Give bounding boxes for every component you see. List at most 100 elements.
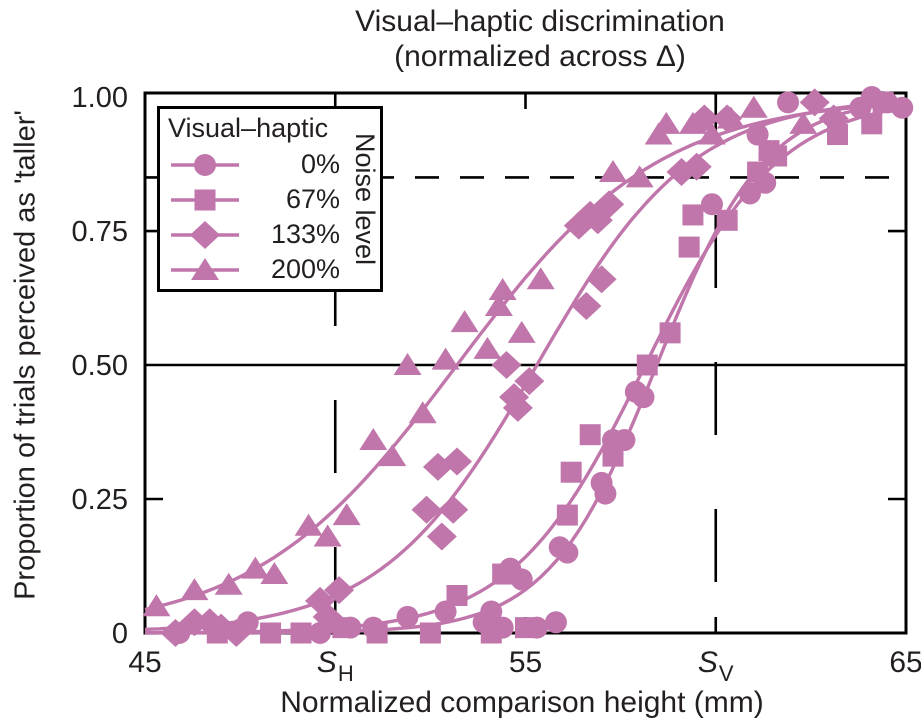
data-point-triangle <box>191 257 219 280</box>
data-point-triangle <box>716 106 745 129</box>
data-point-square <box>678 236 700 258</box>
data-point-triangle <box>507 320 536 343</box>
data-point-square <box>872 91 894 113</box>
chart-title-line2: (normalized across Δ) <box>394 40 686 73</box>
data-point-diamond <box>799 88 830 117</box>
x-tick-label: 55 <box>509 646 542 679</box>
x-tick-label: 45 <box>128 646 161 679</box>
data-point-triangle <box>789 111 818 134</box>
data-point-diamond <box>681 152 712 181</box>
x-axis-label: Normalized comparison height (mm) <box>280 686 764 719</box>
legend-row-0pct: 0% <box>170 147 340 182</box>
legend-marker-svg-triangle <box>171 257 239 280</box>
legend-label-0pct: 0% <box>300 149 340 179</box>
legend-noise-level-label: Noise level <box>350 132 380 266</box>
y-tick-label: 0.75 <box>72 216 128 248</box>
data-point-square <box>260 622 282 644</box>
data-point-circle <box>613 429 636 452</box>
data-point-triangle <box>393 353 422 376</box>
data-point-circle <box>510 568 533 591</box>
data-point-square <box>636 354 658 376</box>
data-point-square <box>579 424 601 446</box>
data-point-circle <box>594 482 617 505</box>
data-point-triangle <box>214 572 243 595</box>
data-point-diamond <box>438 495 469 524</box>
data-point-diamond <box>324 576 355 605</box>
x-tick-label: SH <box>317 646 354 686</box>
data-point-circle <box>746 123 769 146</box>
data-point-triangle <box>408 401 437 424</box>
data-point-square <box>515 617 536 639</box>
data-point-triangle <box>473 336 502 359</box>
data-point-square <box>556 504 578 526</box>
data-point-circle <box>556 541 579 564</box>
data-point-square <box>747 161 769 183</box>
data-point-triangle <box>260 562 289 585</box>
x-tick-label: SV <box>698 646 734 686</box>
data-point-square <box>290 622 312 644</box>
data-point-diamond <box>411 495 442 524</box>
data-point-diamond <box>190 220 220 249</box>
data-point-triangle <box>378 444 407 467</box>
data-point-triangle <box>294 513 323 536</box>
legend-label-133pct: 133% <box>270 219 340 249</box>
legend-triangle-marker-icon <box>170 255 240 285</box>
x-tick-label: 65 <box>889 646 921 679</box>
data-point-square <box>861 113 883 135</box>
legend-label-67pct: 67% <box>285 184 340 214</box>
data-point-circle <box>777 91 800 114</box>
data-point-triangle <box>431 347 460 370</box>
data-point-circle <box>480 600 503 623</box>
data-point-square <box>766 145 788 167</box>
data-point-triangle <box>359 428 388 451</box>
data-point-square <box>716 209 738 231</box>
data-point-diamond <box>571 292 602 321</box>
data-point-circle <box>738 182 761 205</box>
legend-rows: 0% 67% 133% 200% <box>170 147 340 287</box>
data-point-circle <box>544 611 567 634</box>
data-point-square <box>332 617 354 639</box>
chart-title-line1: Visual–haptic discrimination <box>355 5 725 38</box>
legend-diamond-marker-icon <box>170 220 240 250</box>
y-tick-label: 0.50 <box>72 350 128 382</box>
data-point-triangle <box>739 95 768 118</box>
data-point-circle <box>632 386 655 409</box>
data-point-square <box>366 622 388 644</box>
data-point-diamond <box>160 619 191 647</box>
data-point-diamond <box>514 367 545 396</box>
data-point-triangle <box>241 556 270 579</box>
data-point-diamond <box>442 447 473 476</box>
data-point-square <box>480 622 502 644</box>
data-point-triangle <box>625 165 654 188</box>
data-point-triangle <box>313 524 342 547</box>
data-point-square <box>419 622 441 644</box>
data-point-diamond <box>179 608 210 637</box>
data-point-triangle <box>180 578 209 601</box>
data-point-circle <box>700 193 723 216</box>
data-point-diamond <box>594 190 625 219</box>
data-point-triangle <box>484 294 513 317</box>
legend-title: Visual–haptic <box>168 113 329 143</box>
data-point-diamond <box>312 602 343 631</box>
legend-marker-svg-circle <box>171 153 239 176</box>
data-point-triangle <box>678 111 707 134</box>
legend-label-200pct: 200% <box>270 254 340 284</box>
data-point-square <box>560 461 582 483</box>
legend-circle-marker-icon <box>170 150 240 180</box>
data-point-triangle <box>652 111 681 134</box>
legend-row-67pct: 67% <box>170 182 340 217</box>
data-point-square <box>682 204 704 226</box>
legend-square-marker-icon <box>170 185 240 215</box>
psychometric-curve-200% <box>144 101 907 612</box>
legend-row-133pct: 133% <box>170 217 340 252</box>
data-point-triangle <box>142 594 171 617</box>
data-point-square <box>446 584 468 606</box>
data-point-circle <box>434 600 457 623</box>
legend-box: Visual–haptic Noise level 0% 67% 133% 20… <box>157 106 383 292</box>
data-point-circle <box>396 605 419 628</box>
data-point-triangle <box>450 310 479 333</box>
y-tick-label: 1.00 <box>72 82 128 114</box>
y-tick-label: 0.25 <box>72 484 128 516</box>
data-point-square <box>492 563 514 585</box>
